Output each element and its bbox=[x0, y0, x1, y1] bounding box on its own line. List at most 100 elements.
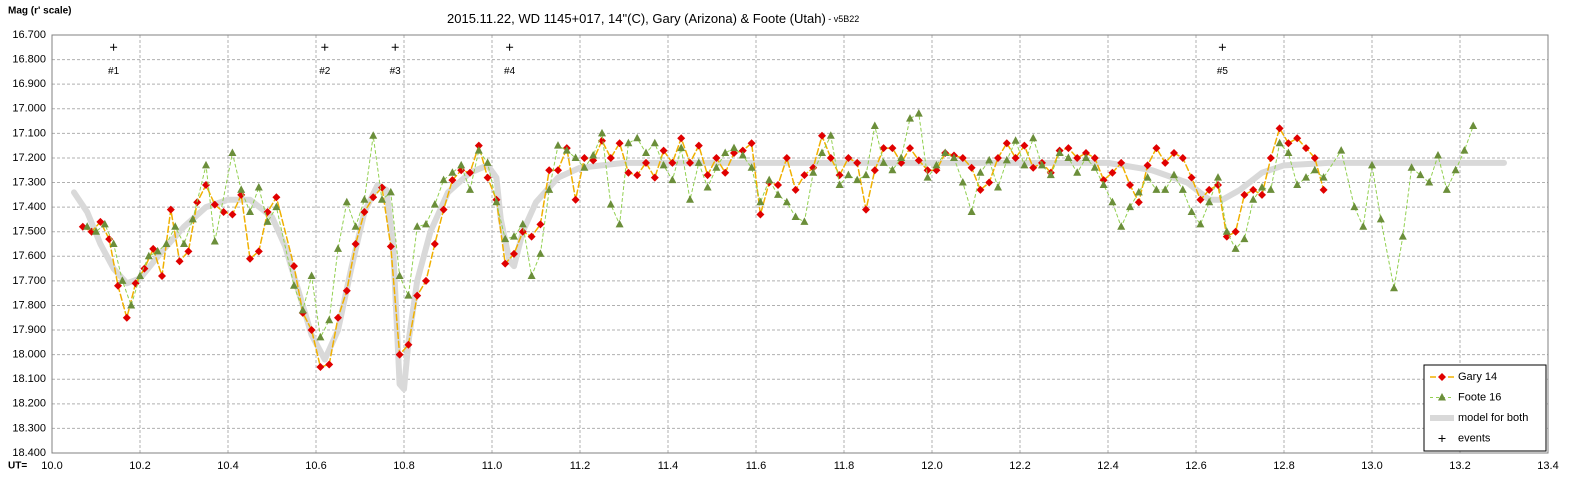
plus-marker bbox=[506, 43, 514, 51]
triangle-marker bbox=[1425, 178, 1434, 186]
triangle-marker bbox=[562, 146, 571, 154]
triangle-marker bbox=[351, 222, 360, 230]
y-tick-label: 18.400 bbox=[12, 447, 46, 459]
triangle-marker bbox=[483, 158, 492, 166]
event-label: #2 bbox=[319, 66, 331, 77]
triangle-marker bbox=[1055, 148, 1064, 157]
diamond-marker bbox=[149, 244, 158, 253]
triangle-marker bbox=[747, 163, 756, 171]
diamond-marker bbox=[1319, 185, 1328, 194]
diamond-marker bbox=[1275, 124, 1284, 133]
triangle-marker bbox=[210, 237, 219, 245]
triangle-marker bbox=[109, 239, 118, 247]
triangle-marker bbox=[967, 207, 976, 216]
triangle-marker bbox=[1434, 150, 1442, 159]
triangle-marker bbox=[606, 200, 615, 208]
diamond-marker bbox=[879, 144, 888, 153]
y-tick-label: 17.700 bbox=[12, 275, 46, 287]
title-main: 2015.11.22, WD 1145+017, 14"(C), Gary (A… bbox=[447, 11, 826, 26]
triangle-marker bbox=[188, 214, 197, 223]
triangle-marker bbox=[1442, 185, 1451, 193]
diamond-marker bbox=[791, 185, 800, 194]
triangle-marker bbox=[180, 239, 188, 247]
triangle-marker bbox=[580, 163, 589, 171]
series-line bbox=[86, 113, 1474, 338]
triangle-marker bbox=[730, 143, 738, 152]
diamond-marker bbox=[307, 326, 316, 335]
y-tick-label: 17.100 bbox=[12, 127, 46, 139]
x-tick-label: 12.2 bbox=[1009, 460, 1030, 472]
x-tick-label: 10.4 bbox=[217, 460, 238, 472]
diamond-marker bbox=[1090, 153, 1099, 162]
diamond-marker bbox=[290, 262, 298, 271]
triangle-marker bbox=[703, 182, 712, 191]
triangle-marker bbox=[1319, 173, 1328, 181]
triangle-marker bbox=[448, 168, 457, 176]
triangle-marker bbox=[1310, 165, 1319, 174]
diamond-marker bbox=[254, 247, 263, 256]
triangle-marker bbox=[92, 227, 100, 235]
triangle-marker bbox=[127, 300, 136, 309]
triangle-marker bbox=[457, 160, 466, 169]
diamond-marker bbox=[1126, 180, 1134, 189]
plus-marker bbox=[321, 43, 329, 51]
y-axis-label: Mag (r' scale) bbox=[8, 6, 72, 17]
triangle-marker bbox=[290, 281, 298, 289]
diamond-marker bbox=[386, 242, 395, 251]
diamond-marker bbox=[870, 166, 879, 175]
triangle-marker bbox=[1126, 202, 1134, 211]
triangle-marker bbox=[835, 180, 844, 188]
diamond-marker bbox=[483, 173, 492, 182]
triangle-marker bbox=[144, 251, 153, 260]
triangle-marker bbox=[171, 222, 180, 230]
diamond-marker bbox=[800, 171, 809, 180]
triangle-marker bbox=[237, 185, 246, 193]
diamond-marker bbox=[378, 183, 386, 192]
triangle-marker bbox=[439, 175, 448, 184]
triangle-marker bbox=[712, 163, 721, 171]
diamond-marker bbox=[642, 158, 650, 167]
diamond-marker bbox=[862, 205, 870, 214]
diamond-marker bbox=[888, 144, 897, 153]
triangle-marker bbox=[923, 173, 932, 181]
triangle-marker bbox=[844, 170, 853, 179]
triangle-marker bbox=[395, 271, 404, 279]
x-axis-label: UT= bbox=[8, 461, 27, 472]
triangle-marker bbox=[1302, 173, 1310, 181]
triangle-marker bbox=[136, 271, 144, 279]
triangle-marker bbox=[1170, 170, 1178, 179]
plus-marker bbox=[1218, 43, 1226, 51]
triangle-marker bbox=[941, 148, 950, 157]
triangle-marker bbox=[994, 182, 1002, 191]
diamond-marker bbox=[677, 134, 686, 143]
triangle-marker bbox=[659, 160, 668, 169]
diamond-marker bbox=[774, 180, 782, 189]
diamond-marker bbox=[510, 249, 518, 258]
triangle-marker bbox=[153, 246, 162, 255]
x-tick-label: 13.2 bbox=[1449, 460, 1470, 472]
triangle-marker bbox=[1178, 185, 1187, 193]
triangle-marker bbox=[686, 195, 694, 203]
diamond-marker bbox=[210, 200, 219, 209]
diamond-marker bbox=[694, 141, 703, 150]
diamond-marker bbox=[1170, 149, 1178, 158]
legend: Gary 14 Foote 16 model for both events bbox=[1423, 364, 1547, 452]
triangle-marker bbox=[756, 197, 765, 206]
triangle-marker bbox=[1002, 155, 1011, 164]
triangle-marker bbox=[1359, 222, 1368, 230]
diamond-marker bbox=[466, 168, 474, 177]
diamond-marker bbox=[1002, 139, 1011, 148]
x-tick-label: 11.4 bbox=[658, 460, 679, 472]
diamond-marker bbox=[1029, 163, 1038, 172]
triangle-marker bbox=[694, 158, 703, 166]
triangle-marker bbox=[1020, 160, 1029, 169]
triangle-marker bbox=[1214, 173, 1222, 181]
diamond-marker bbox=[1302, 144, 1310, 153]
triangle-marker bbox=[1438, 393, 1446, 401]
triangle-marker bbox=[527, 271, 536, 279]
x-tick-label: 13.0 bbox=[1361, 460, 1382, 472]
diamond-marker bbox=[1082, 149, 1090, 158]
triangle-marker bbox=[1337, 146, 1346, 154]
triangle-marker bbox=[1376, 214, 1385, 223]
